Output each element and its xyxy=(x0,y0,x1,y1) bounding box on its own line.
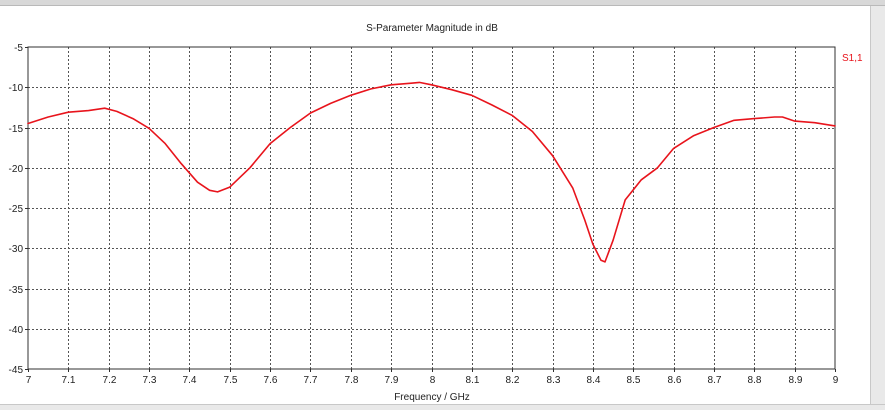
x-tick-label: 8.3 xyxy=(547,375,561,386)
legend-entry-s11: S1,1 xyxy=(842,53,863,64)
x-tick-label: 8.5 xyxy=(627,375,641,386)
x-tick-label: 7.5 xyxy=(224,375,238,386)
bottom-frame xyxy=(0,404,885,410)
x-tick-label: 8.6 xyxy=(668,375,682,386)
grid-lines xyxy=(28,47,835,369)
y-tick-label: -30 xyxy=(9,244,24,255)
y-tick-label: -10 xyxy=(9,83,24,94)
chart-title: S-Parameter Magnitude in dB xyxy=(366,23,498,34)
series-layer xyxy=(27,81,836,263)
x-tick-label: 7.7 xyxy=(304,375,318,386)
chart-svg: S-Parameter Magnitude in dB -5-10-15-20-… xyxy=(9,23,863,403)
y-tick-label: -45 xyxy=(9,365,24,376)
x-tick-label: 7 xyxy=(26,375,32,386)
x-tick-label: 7.8 xyxy=(345,375,359,386)
x-axis-ticks: 7 7.1 7.2 7.3 7.4 7.5 7.6 7.7 7.8 7.9 8 8.1 8.2 8.3 8.… xyxy=(26,369,839,386)
x-tick-label: 8.8 xyxy=(748,375,762,386)
x-tick-label: 7.4 xyxy=(183,375,197,386)
y-axis-ticks: -5 -10 -15 -20 -25 -30 -35 -40 -45 xyxy=(9,43,28,376)
y-tick-label: -15 xyxy=(9,124,24,135)
x-tick-label: 8.2 xyxy=(506,375,520,386)
x-tick-label: 7.9 xyxy=(385,375,399,386)
title-bar-strip xyxy=(0,0,885,6)
right-frame xyxy=(870,6,885,404)
x-tick-label: 7.6 xyxy=(264,375,278,386)
x-tick-label: 8 xyxy=(430,375,436,386)
x-tick-label: 8.7 xyxy=(708,375,722,386)
x-tick-label: 7.2 xyxy=(103,375,117,386)
series-line-s11 xyxy=(27,81,836,263)
x-tick-label: 9 xyxy=(833,375,839,386)
x-tick-label: 8.4 xyxy=(587,375,601,386)
y-tick-label: -40 xyxy=(9,325,24,336)
x-tick-label: 7.3 xyxy=(143,375,157,386)
y-tick-label: -20 xyxy=(9,164,24,175)
y-tick-label: -5 xyxy=(14,43,23,54)
x-tick-label: 7.1 xyxy=(62,375,76,386)
x-tick-label: 8.9 xyxy=(789,375,803,386)
y-tick-label: -35 xyxy=(9,285,24,296)
y-tick-label: -25 xyxy=(9,204,24,215)
x-tick-label: 8.1 xyxy=(466,375,480,386)
x-axis-label: Frequency / GHz xyxy=(394,392,470,403)
